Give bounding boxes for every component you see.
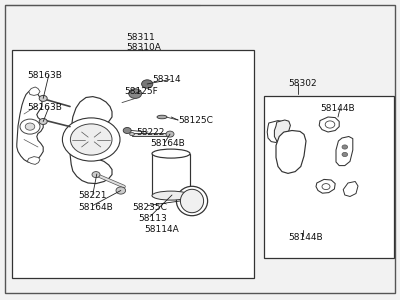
Text: 58314: 58314 <box>152 75 181 84</box>
Polygon shape <box>29 87 40 95</box>
Text: 58164B: 58164B <box>150 139 185 148</box>
Ellipse shape <box>152 149 190 158</box>
Text: 58221: 58221 <box>78 191 106 200</box>
Polygon shape <box>319 117 339 132</box>
Polygon shape <box>27 157 40 164</box>
Text: 58310A: 58310A <box>126 44 161 52</box>
Polygon shape <box>132 133 172 136</box>
Text: 58222: 58222 <box>136 128 164 137</box>
Text: 58164B: 58164B <box>78 202 113 211</box>
Circle shape <box>123 128 131 134</box>
Polygon shape <box>343 182 358 196</box>
Bar <box>152 154 190 196</box>
Circle shape <box>166 131 174 137</box>
Text: 58163B: 58163B <box>27 103 62 112</box>
Polygon shape <box>274 120 290 142</box>
Circle shape <box>25 123 35 130</box>
Text: 58125F: 58125F <box>124 87 158 96</box>
Circle shape <box>39 95 47 101</box>
Circle shape <box>92 172 100 178</box>
Circle shape <box>142 80 153 88</box>
Bar <box>264 96 394 258</box>
Polygon shape <box>267 121 284 142</box>
Circle shape <box>116 187 126 194</box>
Ellipse shape <box>152 191 190 200</box>
Polygon shape <box>336 136 353 166</box>
Circle shape <box>325 121 335 128</box>
Ellipse shape <box>176 186 208 216</box>
Circle shape <box>342 145 348 149</box>
Text: 58144B: 58144B <box>288 232 323 242</box>
Circle shape <box>70 124 112 155</box>
Polygon shape <box>17 91 43 163</box>
Ellipse shape <box>130 133 134 136</box>
Text: 58311: 58311 <box>126 33 155 42</box>
Circle shape <box>129 89 142 98</box>
Ellipse shape <box>157 115 167 119</box>
Polygon shape <box>316 179 335 193</box>
Text: 58113: 58113 <box>138 214 167 223</box>
Circle shape <box>342 152 348 157</box>
Text: 58144B: 58144B <box>320 104 355 113</box>
Text: 58235C: 58235C <box>132 202 167 211</box>
Bar <box>12 50 254 278</box>
Circle shape <box>20 119 40 134</box>
Polygon shape <box>276 130 306 173</box>
Text: 58125C: 58125C <box>178 116 213 125</box>
Circle shape <box>322 184 330 190</box>
Text: 58302: 58302 <box>288 80 317 88</box>
Circle shape <box>39 118 47 124</box>
Ellipse shape <box>180 189 204 213</box>
Text: 58163B: 58163B <box>27 70 62 80</box>
Polygon shape <box>70 97 112 184</box>
Circle shape <box>62 118 120 161</box>
Text: 58114A: 58114A <box>144 225 179 234</box>
